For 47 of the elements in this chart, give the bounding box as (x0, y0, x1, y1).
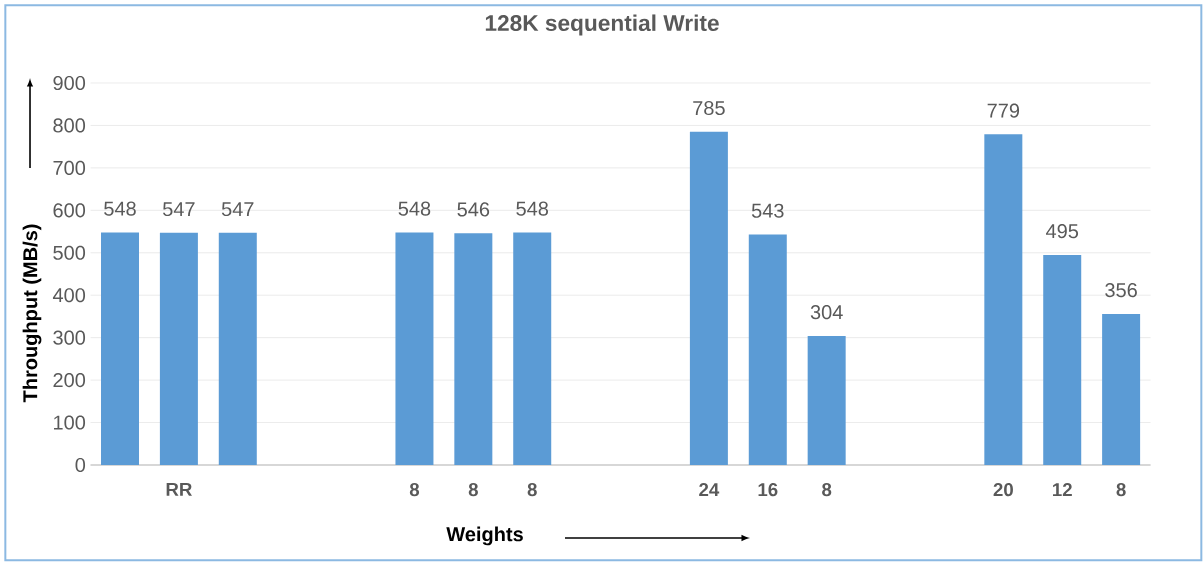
data-label: 495 (1046, 224, 1079, 239)
x-tick-label: 16 (758, 483, 778, 497)
bar (1043, 254, 1082, 465)
x-tick-label: 8 (1116, 483, 1126, 497)
y-tick-label: 500 (53, 245, 86, 260)
bar (159, 232, 198, 465)
bar (513, 232, 552, 465)
bar (748, 234, 787, 465)
data-label: 543 (751, 203, 784, 218)
data-label: 785 (693, 100, 725, 116)
y-tick-label: 900 (53, 75, 86, 91)
data-label: 779 (987, 103, 1020, 118)
y-tick-label: 300 (53, 330, 86, 345)
data-label: 356 (1105, 283, 1137, 298)
chart-title: 128K sequential Write (485, 14, 719, 36)
y-tick-label: 600 (53, 203, 86, 218)
y-tick-label: 400 (52, 288, 86, 303)
bar (689, 131, 728, 465)
x-tick-label: 8 (468, 483, 478, 497)
y-tick-label: 200 (53, 373, 86, 388)
data-label: 304 (810, 305, 843, 320)
bar (395, 232, 434, 465)
x-tick-label: 8 (822, 483, 832, 497)
bar (984, 134, 1023, 465)
bar (218, 232, 257, 465)
x-tick-label: 24 (699, 483, 720, 497)
x-tick-label: 8 (409, 483, 420, 497)
bar (807, 335, 846, 465)
bar (101, 232, 140, 465)
data-label: 547 (221, 202, 254, 217)
x-tick-label: 8 (527, 483, 537, 497)
y-axis-title: Throughput (MB/s) (22, 224, 42, 403)
x-tick-label: 20 (993, 483, 1013, 497)
y-tick-label: 100 (54, 415, 86, 430)
x-axis-title: Weights (446, 526, 523, 546)
data-label: 548 (104, 201, 136, 216)
data-label: 546 (457, 202, 490, 217)
bar (1102, 313, 1141, 465)
data-label: 548 (398, 201, 431, 216)
data-label: 547 (163, 202, 195, 217)
data-label: 548 (516, 201, 549, 216)
x-tick-label: RR (166, 483, 193, 496)
y-tick-label: 800 (53, 118, 86, 133)
x-tick-label: 12 (1053, 483, 1072, 497)
bar (454, 233, 493, 465)
y-tick-label: 700 (53, 160, 86, 175)
y-tick-label: 0 (75, 457, 86, 473)
